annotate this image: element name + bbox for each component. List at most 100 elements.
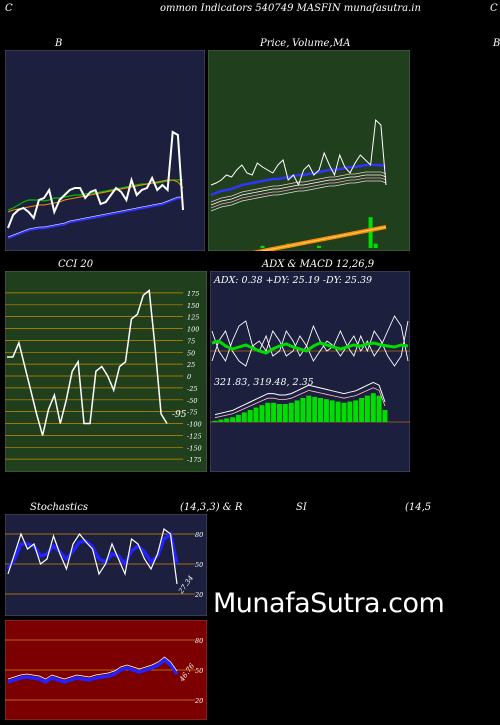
ma-thin-line [210,177,387,209]
cci-last-value: -95 [172,410,187,420]
rsi-tick-label: 80 [195,637,203,645]
adx-values-text: ADX: 0.38 +DY: 25.19 -DY: 25.39 [213,275,372,286]
ma-title: MA [333,38,351,49]
cci-tick-label: 175 [187,290,199,298]
cci-tick-label: 100 [187,326,199,334]
cci-title: CCI 20 [58,259,94,270]
macd-histogram-bar [282,404,288,422]
bollinger-price-line [7,130,184,229]
price-title: Price, [260,38,290,49]
rsi-title: SI [296,502,307,513]
cci-tick-label: 75 [187,337,195,345]
cci-tick-label: 50 [187,349,195,357]
cci-tick-label: -175 [187,456,202,464]
macd-histogram-bar [353,400,359,422]
macd-histogram-bar [359,398,365,422]
volume-bar [260,245,265,248]
cci-tick-label: -150 [187,444,202,452]
bollinger-middle-band [7,196,183,240]
price-ma-chart [208,50,410,251]
macd-histogram-bar [376,395,382,422]
adx-plus-di-line [211,315,409,367]
macd-histogram-bar [230,417,236,422]
macd-histogram-bar [323,399,329,422]
cci-tick-label: -125 [187,432,202,440]
macd-histogram-bar [271,402,277,422]
ma-thin-line [210,180,387,212]
macd-histogram-bar [265,402,271,422]
cci-tick-label: -75 [187,409,197,417]
bollinger-chart [5,50,205,251]
macd-histogram-bar [300,398,306,422]
macd-histogram-bar [288,402,294,422]
macd-histogram-bar [224,418,230,422]
macd-histogram-bar [347,401,353,422]
cci-tick-label: 125 [187,314,199,322]
ma-blue-line [210,163,387,197]
stochastics-k-line [7,527,178,585]
rsi-tick-label: 50 [195,667,203,675]
macd-histogram-bar [306,395,312,422]
price-ma-background [208,50,410,251]
page-title: ommon Indicators 540749 MASFIN munafasut… [160,3,421,14]
cci-tick-label: 0 [187,373,191,381]
adx-minus-di-line [211,320,409,367]
macd-histogram-bar [329,400,335,422]
header-right-char: C [490,3,498,14]
ma-orange-highlight [259,226,387,251]
header-left-char: C [5,3,13,14]
adx-line [211,339,409,355]
macd-histogram-bar [212,420,218,422]
cci-background [5,271,207,472]
rsi-line-blue [7,657,179,684]
adx-macd-title: ADX & MACD 12,26,9 [262,259,375,270]
macd-histogram-bar [364,395,370,422]
stochastics-tick-label: 80 [195,531,203,539]
volume-bar [317,245,322,248]
cci-tick-label: -25 [187,385,197,393]
cci-line [7,289,168,436]
macd-histogram-bar [247,410,253,422]
macd-histogram-bar [312,396,318,422]
macd-histogram-bar [241,412,247,422]
rsi-line-white [7,656,178,680]
bollinger-background [5,50,205,251]
macd-histogram-bar [235,414,241,422]
price-line [210,118,387,187]
macd-histogram-bar [277,404,282,422]
stochastics-background [5,514,207,616]
bollinger-title: B [55,38,63,49]
macd-histogram-bar [253,407,259,422]
stochastics-title: Stochastics [30,502,88,513]
stochastics-tick-label: 50 [195,561,203,569]
edge-b-label: B [493,38,500,49]
macd-histogram-bar [318,398,323,422]
stochastics-params: (14,3,3) & R [180,502,243,513]
macd-signal-line [214,387,386,419]
rsi-tick-label: 20 [194,697,203,705]
macd-histogram-bar [218,419,224,422]
volume-bar [373,243,378,248]
volume-bar [368,217,373,248]
adx-macd-background [210,271,410,472]
adx-macd-chart: ADX: 0.38 +DY: 25.19 -DY: 25.39 321.83, … [210,271,410,472]
ma-thin-line [210,171,387,203]
stochastics-tick-label: 20 [194,591,203,599]
cci-tick-label: -100 [187,421,202,429]
cci-tick-label: 150 [187,302,199,310]
macd-histogram-bar [341,402,347,422]
watermark: MunafaSutra.com [213,588,445,619]
cci-tick-label: 25 [186,361,195,369]
macd-histogram-bar [294,400,300,422]
cci-tick-label: -50 [187,397,197,405]
macd-histogram-bar [370,393,376,422]
rsi-params: (14,5 [405,502,432,513]
bollinger-middle-band-highlight [7,196,183,238]
macd-line [214,381,386,416]
volume-title: Volume, [292,38,333,49]
macd-histogram-bar [259,405,265,422]
cci-chart: 175 150 125 100 75 50 25 0 -25 -50 -75 -100 -125 -150… [5,271,207,472]
macd-histogram-bar [382,410,388,422]
macd-histogram-bar [335,401,341,422]
